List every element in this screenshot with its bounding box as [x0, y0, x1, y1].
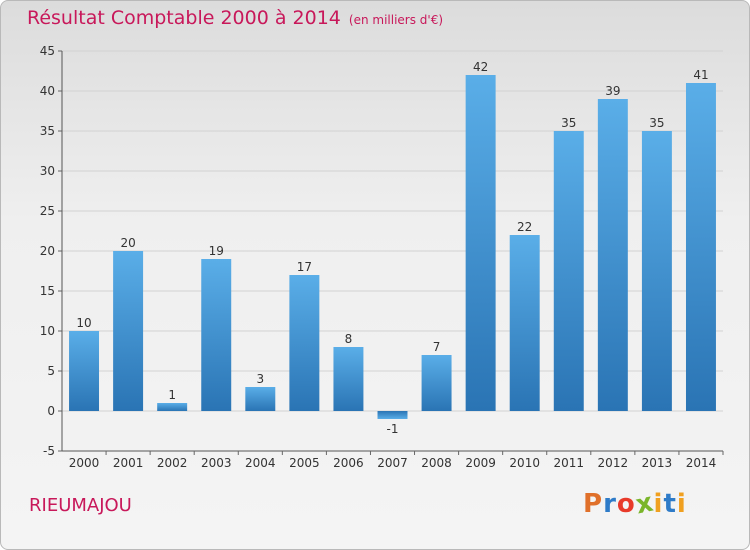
y-tick-label: 45 — [40, 44, 55, 58]
y-tick-label: 40 — [40, 84, 55, 98]
y-tick-label: -5 — [43, 444, 55, 458]
x-tick-label: 2007 — [377, 456, 408, 470]
y-tick-label: 15 — [40, 284, 55, 298]
logo-letter: i — [653, 489, 664, 519]
bar-2003[interactable] — [201, 259, 232, 411]
y-tick-label: 0 — [47, 404, 55, 418]
x-tick-label: 2014 — [686, 456, 717, 470]
data-label: 3 — [256, 372, 264, 386]
data-label: 20 — [120, 236, 135, 250]
bar-2010[interactable] — [509, 235, 540, 411]
y-tick-label: 30 — [40, 164, 55, 178]
chart-subtitle: (en milliers d'€) — [348, 13, 444, 27]
data-label: 17 — [297, 260, 312, 274]
commune-name: RIEUMAJOU — [29, 495, 132, 516]
data-label: 19 — [209, 244, 224, 258]
data-label: 22 — [517, 220, 532, 234]
x-tick-label: 2003 — [201, 456, 232, 470]
data-label: 41 — [693, 68, 708, 82]
x-tick-label: 2012 — [598, 456, 629, 470]
data-label: 35 — [649, 116, 664, 130]
bar-2012[interactable] — [597, 99, 628, 411]
bar-2001[interactable] — [113, 251, 144, 411]
x-tick-label: 2005 — [289, 456, 320, 470]
data-label: 1 — [168, 388, 176, 402]
x-tick-label: 2004 — [245, 456, 276, 470]
data-label: 39 — [605, 84, 620, 98]
data-label: 8 — [345, 332, 353, 346]
data-label: -1 — [387, 422, 399, 436]
x-tick-label: 2001 — [113, 456, 144, 470]
x-tick-label: 2008 — [421, 456, 452, 470]
bar-2005[interactable] — [289, 275, 320, 411]
x-tick-label: 2013 — [642, 456, 673, 470]
bar-2014[interactable] — [685, 83, 716, 411]
logo-letter: o — [616, 489, 636, 519]
bar-2002[interactable] — [157, 403, 188, 411]
y-tick-label: 5 — [47, 364, 55, 378]
bar-2008[interactable] — [421, 355, 452, 411]
y-tick-label: 20 — [40, 244, 55, 258]
x-tick-label: 2010 — [509, 456, 540, 470]
y-tick-label: 25 — [40, 204, 55, 218]
bar-2006[interactable] — [333, 347, 364, 411]
x-tick-label: 2006 — [333, 456, 364, 470]
bar-2009[interactable] — [465, 75, 496, 411]
y-tick-label: 10 — [40, 324, 55, 338]
x-tick-label: 2009 — [465, 456, 496, 470]
data-label: 10 — [76, 316, 91, 330]
bar-2004[interactable] — [245, 387, 276, 411]
data-label: 7 — [433, 340, 441, 354]
x-tick-label: 2002 — [157, 456, 188, 470]
x-tick-label: 2000 — [69, 456, 100, 470]
data-label: 42 — [473, 60, 488, 74]
y-tick-label: 35 — [40, 124, 55, 138]
bar-2007[interactable] — [377, 411, 408, 419]
logo-letter: i — [676, 489, 687, 519]
x-tick-label: 2011 — [553, 456, 584, 470]
bar-2011[interactable] — [553, 131, 584, 411]
data-label: 35 — [561, 116, 576, 130]
bar-2013[interactable] — [641, 131, 672, 411]
proxiti-logo[interactable]: Proxiti — [583, 487, 687, 520]
logo-letter: P — [583, 489, 604, 519]
bar-2000[interactable] — [69, 331, 100, 411]
logo-letter: t — [663, 489, 677, 519]
chart-title: Résultat Comptable 2000 à 2014 (en millie… — [27, 7, 444, 29]
logo-letter: r — [603, 489, 617, 519]
